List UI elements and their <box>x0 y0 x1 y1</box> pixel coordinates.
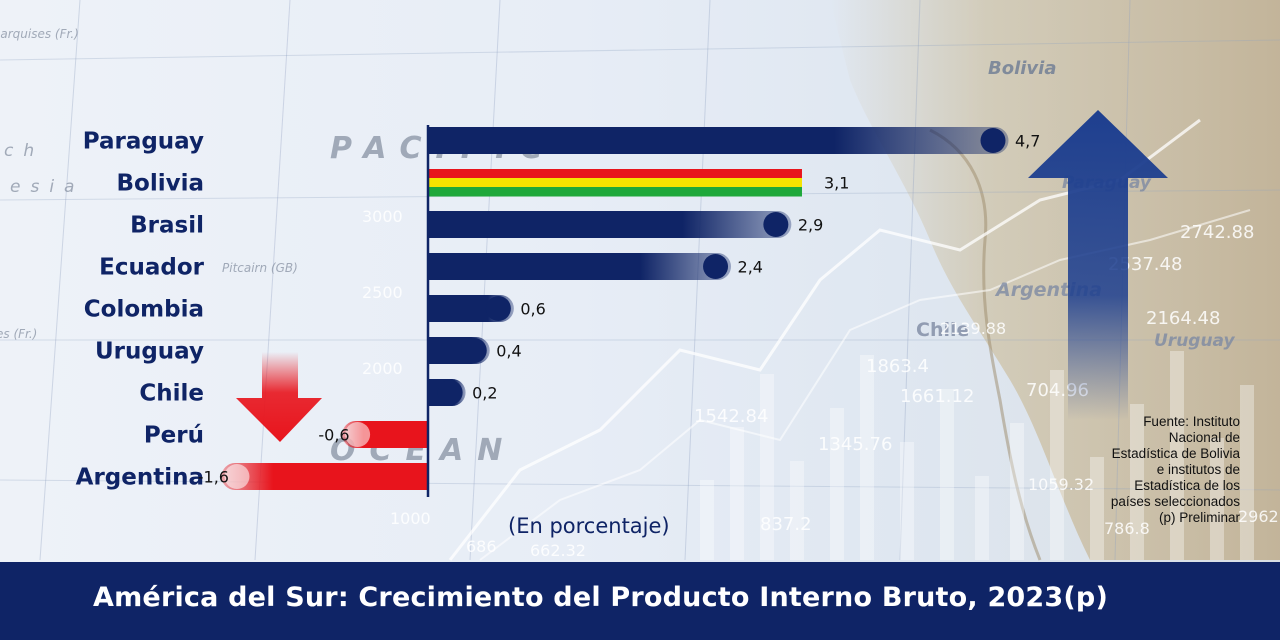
category-label: Paraguay <box>83 129 204 155</box>
map-gridline <box>0 39 1280 61</box>
value-label: -0,6 <box>318 426 349 445</box>
map-gridline <box>899 0 921 561</box>
trend-line <box>448 118 1201 561</box>
map-label: Bolivia <box>988 58 1056 79</box>
bar-positive <box>428 211 792 238</box>
ticker-number: 1863.4 <box>866 356 929 377</box>
source-line: países seleccionados <box>1110 494 1240 509</box>
ticker-number: 837.2 <box>760 514 812 535</box>
ticker-bar <box>1130 404 1144 560</box>
bar-negative <box>221 463 428 490</box>
ticker-bar <box>700 480 714 560</box>
bar-cap <box>980 128 1006 153</box>
bar-cap <box>763 212 789 237</box>
value-label: 4,7 <box>1015 132 1040 151</box>
category-label: Perú <box>144 423 204 449</box>
ticker-number: 2500 <box>362 283 403 302</box>
ticker-number: 2742.88 <box>1180 222 1254 243</box>
bar-cap <box>485 296 511 321</box>
value-label: -1,6 <box>198 468 229 487</box>
bar-positive <box>428 253 732 280</box>
title-bar <box>0 562 1280 640</box>
bar-positive <box>428 127 1009 154</box>
ticker-bar <box>1010 423 1024 560</box>
ticker-number: 1661.12 <box>900 386 974 407</box>
ticker-bar <box>900 442 914 560</box>
ticker-bar <box>940 389 954 560</box>
source-line: Fuente: Instituto <box>1143 414 1240 429</box>
unit-label: (En porcentaje) <box>508 514 670 538</box>
ticker-number: 2139.88 <box>940 319 1006 338</box>
bar-bolivia-stripe <box>428 169 802 179</box>
ticker-number: 2000 <box>362 359 403 378</box>
map-label: Chile <box>916 319 969 341</box>
source-line: Nacional de <box>1168 430 1240 445</box>
bar-cap <box>224 464 250 489</box>
category-label: Chile <box>139 381 204 407</box>
source-line: e institutos de <box>1156 462 1240 477</box>
bar-cap <box>703 254 729 279</box>
ticker-bar <box>730 427 744 560</box>
bar-cap <box>437 380 463 405</box>
ticker-bar <box>1090 457 1104 560</box>
value-label: 2,4 <box>738 258 763 277</box>
value-label: 0,4 <box>496 342 521 361</box>
category-label: Brasil <box>130 213 204 239</box>
source-line: Estadística de Bolivia <box>1111 446 1240 461</box>
map-label: es (Fr.) <box>0 327 37 341</box>
ticker-bar <box>830 408 844 560</box>
value-label: 0,6 <box>520 300 545 319</box>
ticker-bar <box>1050 370 1064 560</box>
bar-bolivia-stripe <box>428 178 802 188</box>
category-label: Argentina <box>76 465 204 491</box>
ticker-number: 1059.32 <box>1028 475 1094 494</box>
bar-cap <box>461 338 487 363</box>
ticker-bar <box>860 355 874 560</box>
category-label: Colombia <box>84 297 204 323</box>
map-gridline <box>0 479 1280 491</box>
bar-bolivia-stripe <box>428 187 802 197</box>
map-label: Pitcairn (GB) <box>222 261 298 275</box>
bar-cap <box>345 422 371 447</box>
category-label: Uruguay <box>95 339 204 365</box>
ticker-bar <box>1240 385 1254 560</box>
map-label: Uruguay <box>1154 331 1236 351</box>
ticker-bar <box>975 476 989 560</box>
down-arrow <box>236 352 322 442</box>
ticker-bar <box>1210 438 1224 560</box>
ticker-number: 686 <box>466 537 497 556</box>
map-label: Marquises (Fr.) <box>0 27 79 41</box>
ticker-number: 3000 <box>362 207 403 226</box>
value-label: 2,9 <box>798 216 823 235</box>
value-label: 0,2 <box>472 384 497 403</box>
ticker-number: 786.8 <box>1104 519 1150 538</box>
up-arrow <box>1028 110 1168 420</box>
ticker-number: 2164.48 <box>1146 308 1220 329</box>
ticker-bar <box>1170 351 1184 560</box>
ticker-number: 1345.76 <box>818 434 892 455</box>
ticker-number: 1000 <box>390 509 431 528</box>
map-gridline <box>39 0 81 561</box>
category-label: Bolivia <box>117 171 205 197</box>
source-note: Fuente: Instituto Nacional de Estadística … <box>1050 414 1240 526</box>
source-line: (p) Preliminar <box>1158 510 1240 525</box>
category-label: Ecuador <box>99 255 205 281</box>
chart-title: América del Sur: Crecimiento del Product… <box>93 582 1109 613</box>
map-label: ch <box>4 141 44 161</box>
map-label: esia <box>10 177 84 197</box>
ticker-number: 1542.84 <box>694 406 768 427</box>
mountain-ridge <box>929 128 1042 561</box>
ticker-bar <box>760 374 774 560</box>
ticker-number: 2962 <box>1238 507 1279 526</box>
ticker-bar <box>790 461 804 560</box>
ticker-number: 662.32 <box>530 541 586 560</box>
value-label: 3,1 <box>824 174 849 193</box>
source-line: Estadística de los <box>1134 478 1240 493</box>
